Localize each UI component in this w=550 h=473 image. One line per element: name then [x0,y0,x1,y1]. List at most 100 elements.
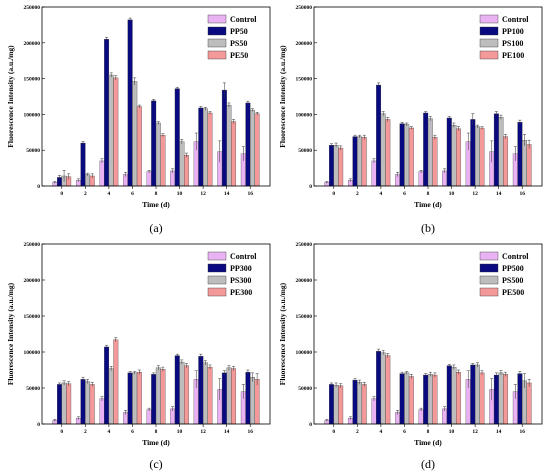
legend-swatch [207,26,227,36]
x-tick-label: 14 [496,429,502,435]
legend-swatch [479,38,499,48]
x-tick-label: 4 [380,191,383,197]
bar [418,409,424,425]
x-tick-label: 6 [131,429,134,435]
bar [250,109,255,187]
bar [146,171,152,187]
bar [479,127,485,187]
bar [376,351,382,425]
bar [136,372,142,425]
legend-swatch [479,275,499,285]
bar [221,372,227,425]
bar [361,137,367,187]
bar [89,384,95,425]
y-tick-label: 100000 [296,112,313,118]
bar [352,379,358,425]
bar [432,137,438,187]
bar [399,123,405,187]
x-tick-label: 10 [449,429,455,435]
x-axis-label: Time (d) [142,200,170,209]
y-tick-label: 0 [309,422,312,428]
legend-label: PP500 [502,264,524,273]
x-tick-label: 16 [519,429,525,435]
x-tick-label: 8 [155,191,158,197]
x-tick-label: 4 [108,191,111,197]
bar [338,385,344,425]
x-tick-label: 16 [247,191,253,197]
x-tick-label: 0 [60,429,63,435]
y-tick-label: 150000 [296,314,313,320]
bar [104,346,110,425]
bar [376,84,382,187]
bar [104,39,110,187]
bar [146,409,152,425]
x-tick-label: 12 [200,429,206,435]
bar [66,383,72,425]
y-tick-label: 250000 [24,5,41,11]
legend-label: PS50 [230,39,247,48]
x-tick-label: 10 [177,429,183,435]
legend-swatch [207,251,227,261]
legend-label: Control [230,15,257,24]
bar [427,374,433,425]
bar [451,124,457,187]
bar [333,145,339,187]
y-tick-label: 50000 [298,148,312,154]
legend-swatch [207,275,227,285]
panel-label: (a) [149,221,162,235]
bar [493,374,499,425]
x-tick-label: 8 [427,429,430,435]
bar [57,384,62,425]
bar [352,136,358,187]
y-tick-label: 50000 [26,386,40,392]
y-tick-label: 200000 [296,278,313,284]
panel-label: (c) [149,457,162,471]
bar [442,170,448,187]
bar [99,398,105,425]
panel-label: (d) [421,457,435,471]
bar [503,374,509,425]
bar [380,352,386,425]
bar [338,147,344,187]
bar [399,373,405,425]
y-tick-label: 50000 [26,148,40,154]
bar [132,372,138,425]
x-tick-label: 0 [60,191,63,197]
legend-label: Control [502,252,529,261]
x-tick-label: 12 [200,191,206,197]
y-tick-label: 250000 [296,5,313,11]
y-tick-label: 0 [37,184,40,190]
bar [446,117,452,187]
bar [198,107,204,187]
bar [432,374,438,425]
bar [226,104,232,187]
bar [522,140,527,187]
legend-swatch [479,287,499,297]
bar [329,145,334,187]
bar [371,398,377,425]
x-tick-label: 2 [356,191,359,197]
legend-label: Control [230,252,257,261]
bar [151,374,157,425]
bar [136,106,142,187]
x-tick-label: 16 [519,191,525,197]
x-tick-label: 2 [84,429,87,435]
bar [423,112,429,187]
bar [132,81,138,187]
bar [408,127,414,187]
bar [184,155,189,187]
y-tick-label: 200000 [296,41,313,47]
bar [456,372,461,425]
bar [517,373,523,425]
bar [451,366,457,425]
bar [385,355,391,425]
bar [250,377,255,425]
bar [85,381,91,425]
chart-panel-3: 0 50000 100000 150000 200000 250000 0 2 4 6 8 10 12 1… [6,242,271,471]
bar [61,382,67,425]
x-tick-label: 10 [177,191,183,197]
y-tick-label: 150000 [296,77,313,83]
x-axis-label: Time (d) [414,200,442,209]
bar [80,142,86,187]
bar [498,117,504,187]
